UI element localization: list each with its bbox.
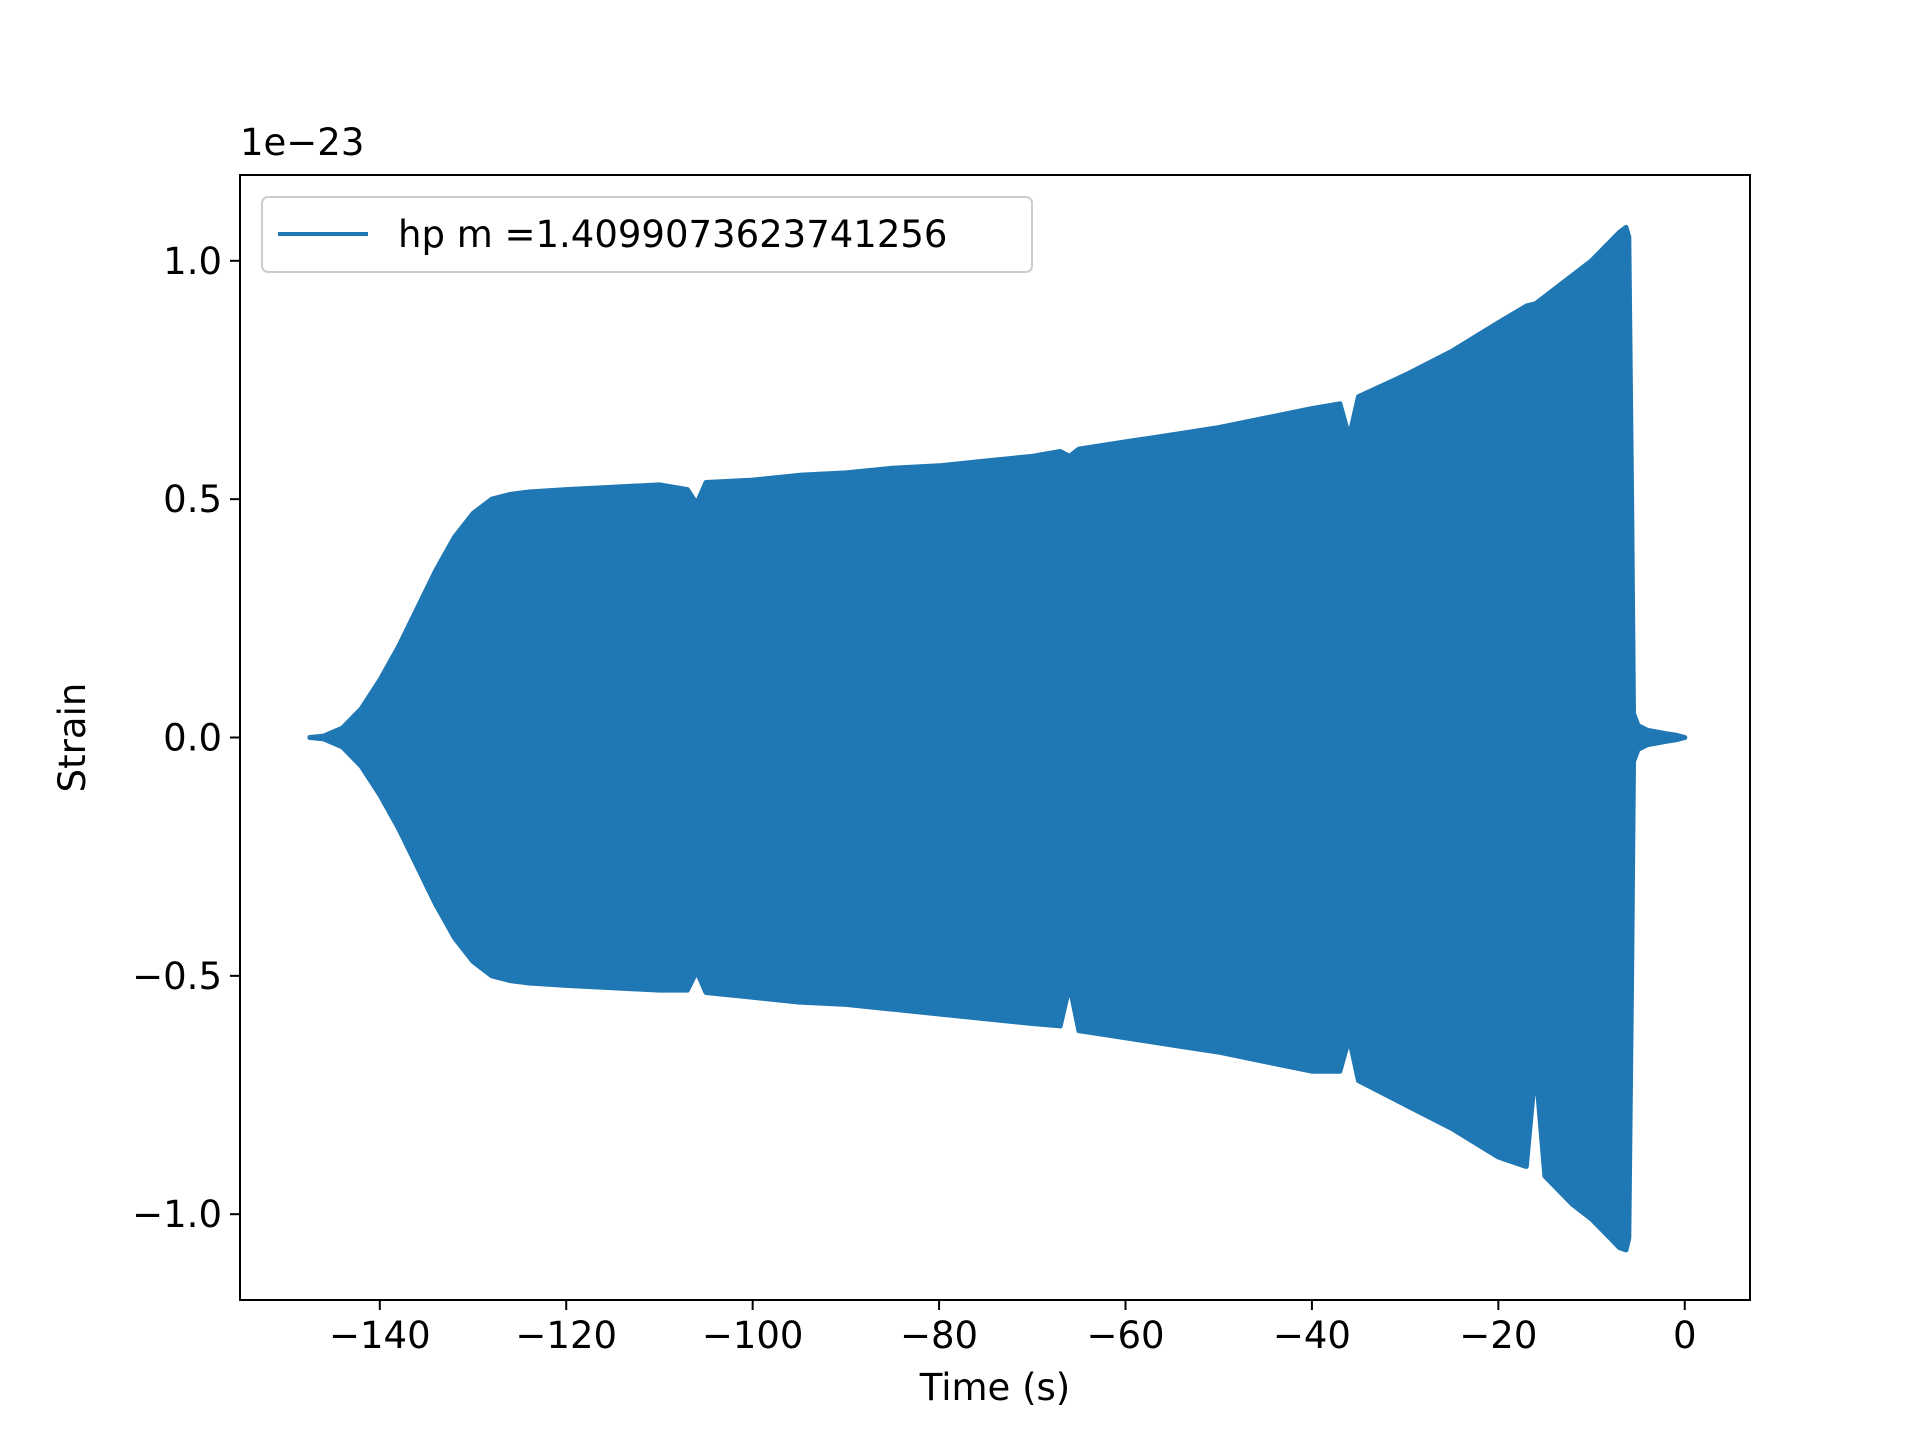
x-tick-label: −20 bbox=[1459, 1314, 1537, 1357]
y-tick-label: −1.0 bbox=[132, 1193, 222, 1236]
x-tick-label: −100 bbox=[702, 1314, 804, 1357]
y-axis-title: Strain bbox=[51, 683, 94, 793]
x-tick-label: −80 bbox=[900, 1314, 978, 1357]
y-tick-label: −0.5 bbox=[132, 955, 222, 998]
x-axis: −140 −120 −100 −80 −60 −40 −20 0 bbox=[329, 1300, 1697, 1357]
y-axis: −1.0 −0.5 0.0 0.5 1.0 bbox=[132, 240, 240, 1236]
legend-box bbox=[261, 196, 1033, 273]
y-tick-label: 1.0 bbox=[163, 240, 222, 283]
x-tick-label: −140 bbox=[329, 1314, 431, 1357]
x-tick-label: −60 bbox=[1086, 1314, 1164, 1357]
x-tick-label: −120 bbox=[515, 1314, 617, 1357]
y-tick-label: 0.0 bbox=[163, 717, 222, 760]
x-tick-label: 0 bbox=[1673, 1314, 1697, 1357]
plot-area bbox=[307, 224, 1688, 1253]
legend-label: hp m =1.4099073623741256 bbox=[398, 213, 947, 256]
y-tick-label: 0.5 bbox=[163, 478, 222, 521]
legend: hp m =1.4099073623741256 bbox=[261, 196, 1033, 273]
y-axis-offset-label: 1e−23 bbox=[240, 121, 364, 164]
x-axis-title: Time (s) bbox=[919, 1366, 1070, 1409]
waveform-series bbox=[307, 224, 1688, 1253]
x-tick-label: −40 bbox=[1273, 1314, 1351, 1357]
